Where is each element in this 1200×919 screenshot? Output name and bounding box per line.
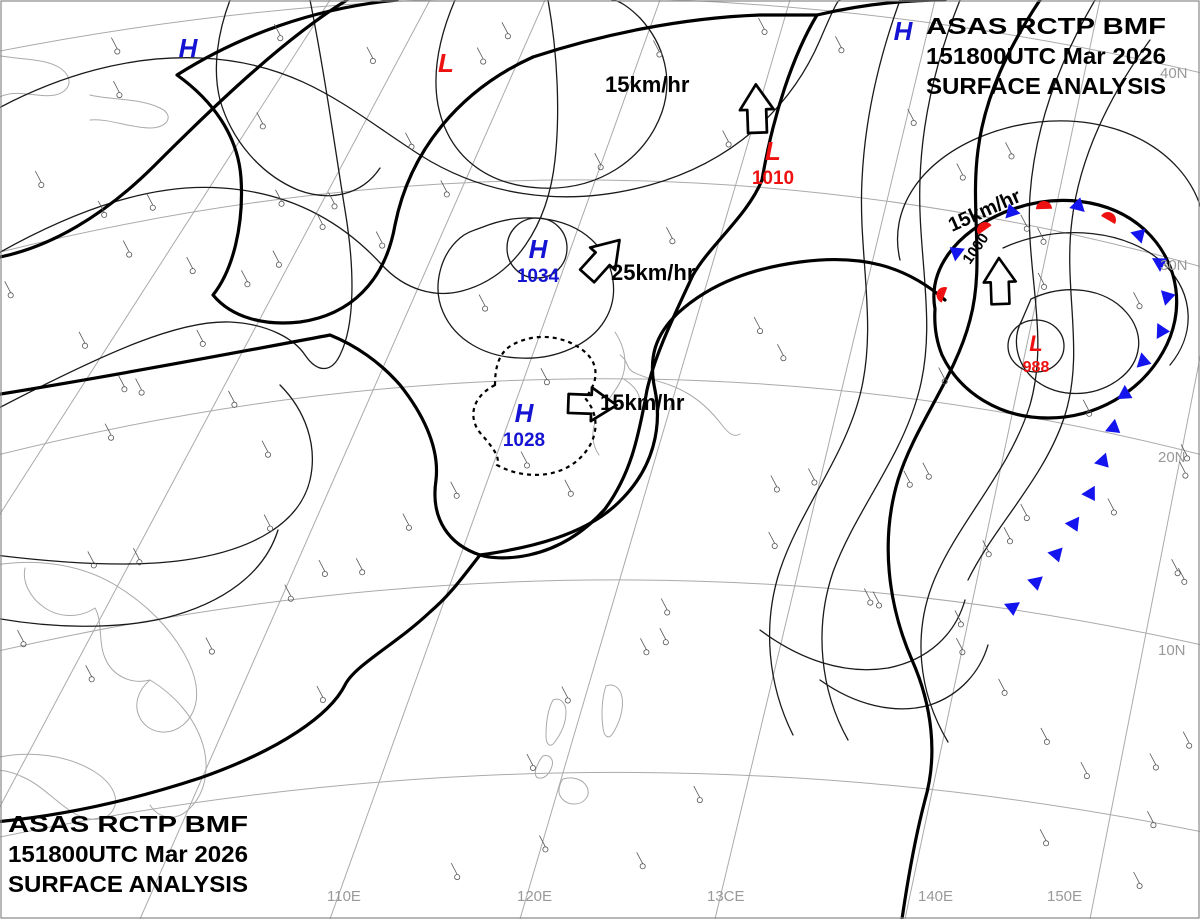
svg-text:L: L — [1029, 331, 1042, 356]
svg-text:15km/hr: 15km/hr — [600, 390, 685, 415]
svg-text:25km/hr: 25km/hr — [611, 260, 696, 285]
svg-text:ASAS RCTP BMF: ASAS RCTP BMF — [926, 13, 1166, 39]
svg-text:13CE: 13CE — [707, 888, 745, 905]
svg-text:140E: 140E — [918, 888, 953, 905]
svg-text:SURFACE ANALYSIS: SURFACE ANALYSIS — [926, 73, 1166, 99]
svg-text:ASAS RCTP BMF: ASAS RCTP BMF — [8, 811, 248, 837]
svg-text:20N: 20N — [1158, 449, 1186, 466]
svg-text:H: H — [894, 16, 914, 46]
svg-text:30N: 30N — [1160, 257, 1188, 274]
svg-text:SURFACE ANALYSIS: SURFACE ANALYSIS — [8, 871, 248, 897]
svg-text:120E: 120E — [517, 888, 552, 905]
svg-text:40N: 40N — [1160, 65, 1188, 82]
svg-text:1028: 1028 — [503, 430, 545, 451]
svg-text:H: H — [529, 234, 549, 264]
svg-text:151800UTC Mar 2026: 151800UTC Mar 2026 — [8, 841, 248, 867]
svg-text:151800UTC Mar 2026: 151800UTC Mar 2026 — [926, 43, 1166, 69]
svg-text:988: 988 — [1023, 359, 1050, 376]
svg-text:110E: 110E — [327, 888, 361, 905]
svg-text:L: L — [438, 48, 454, 78]
svg-text:1034: 1034 — [517, 266, 560, 287]
svg-text:15km/hr: 15km/hr — [605, 72, 690, 97]
svg-text:L: L — [765, 136, 781, 166]
svg-text:H: H — [179, 33, 199, 63]
svg-text:1010: 1010 — [752, 168, 794, 189]
svg-text:150E: 150E — [1047, 888, 1082, 905]
svg-text:H: H — [515, 398, 535, 428]
svg-text:10N: 10N — [1158, 642, 1186, 659]
